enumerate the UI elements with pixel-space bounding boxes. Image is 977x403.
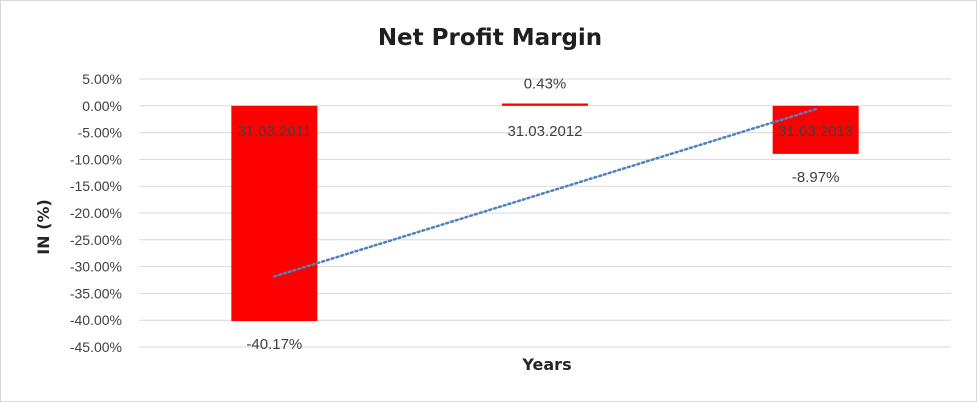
x-category-label: 31.03.2013 xyxy=(778,123,853,140)
data-label: -40.17% xyxy=(246,336,302,353)
trendline-layer xyxy=(273,107,817,278)
chart-title: Net Profit Margin xyxy=(378,25,602,51)
bar xyxy=(231,105,318,322)
x-axis-title: Years xyxy=(521,355,571,374)
y-tick-label: -45.00% xyxy=(70,339,122,355)
y-tick-label: -35.00% xyxy=(70,285,122,301)
data-label: -8.97% xyxy=(792,169,840,186)
y-axis-tick-labels: 5.00% 0.00% -5.00% -10.00% -15.00% -20.00% -25… xyxy=(70,71,122,355)
y-tick-label: -5.00% xyxy=(78,125,122,141)
y-axis-title: IN (%) xyxy=(34,199,53,255)
trendline xyxy=(273,107,817,278)
y-tick-label: 5.00% xyxy=(82,71,122,87)
y-tick-label: -25.00% xyxy=(70,232,122,248)
x-category-label: 31.03.2011 xyxy=(237,123,311,140)
y-tick-label: -20.00% xyxy=(70,205,122,221)
x-category-label: 31.03.2012 xyxy=(507,123,582,140)
y-tick-label: -40.00% xyxy=(70,312,122,328)
bar xyxy=(772,105,859,154)
y-tick-label: -10.00% xyxy=(70,151,122,167)
y-tick-label: 0.00% xyxy=(82,98,122,114)
labels: 31.03.2011 31.03.2012 31.03.2013 -40.17% 0.4… xyxy=(237,75,853,353)
bar xyxy=(502,103,588,106)
y-tick-label: -15.00% xyxy=(70,178,122,194)
data-label: 0.43% xyxy=(524,75,567,92)
y-tick-label: -30.00% xyxy=(70,259,122,275)
bars xyxy=(231,103,859,322)
